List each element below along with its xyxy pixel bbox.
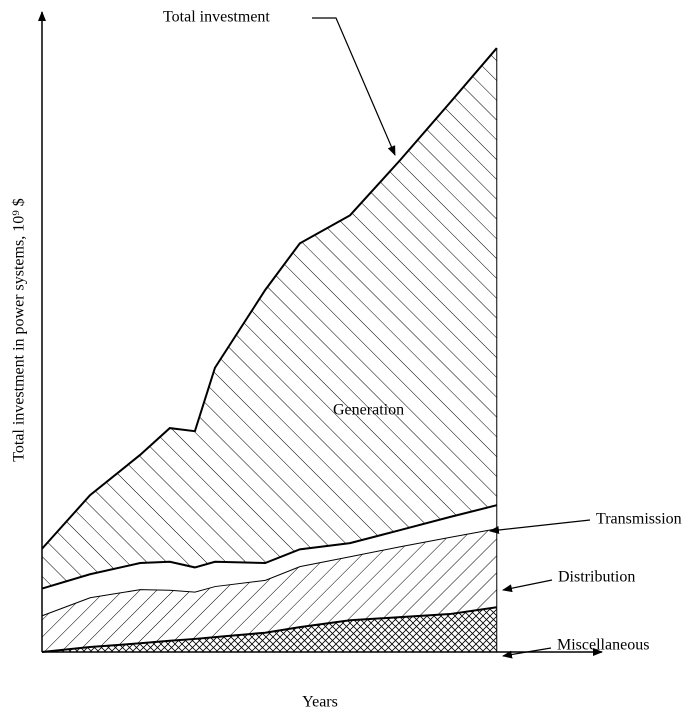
series-label: Miscellaneous <box>557 637 649 654</box>
annotation-arrow <box>502 579 553 593</box>
plot-area <box>41 47 498 653</box>
series-label: Distribution <box>558 569 635 586</box>
annotation-arrow <box>489 519 591 534</box>
area <box>42 505 497 616</box>
area <box>42 528 497 652</box>
area-edge <box>41 47 498 550</box>
x-axis-label: Years <box>302 694 338 711</box>
annotation: Total investment <box>163 9 270 26</box>
area <box>42 48 497 589</box>
y-axis-label: Total investment in power systems, 10⁹ $ <box>11 198 28 462</box>
area-edge <box>41 504 498 590</box>
annotation-arrow <box>502 647 552 659</box>
series-label: Generation <box>333 402 404 419</box>
series-label: Transmission <box>596 511 682 528</box>
annotation-arrow <box>312 17 396 156</box>
